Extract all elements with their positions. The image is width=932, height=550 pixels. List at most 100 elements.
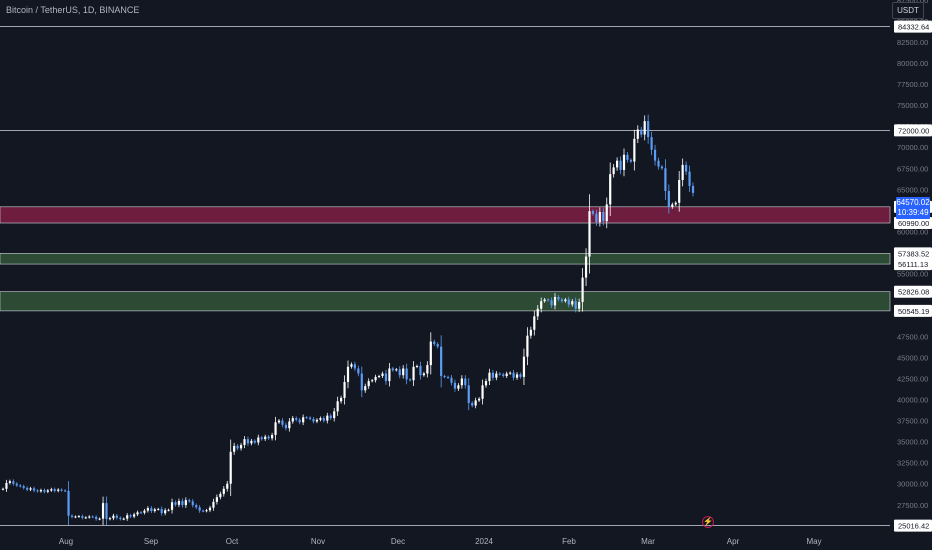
candle: [616, 160, 619, 168]
candle: [284, 424, 287, 429]
candle: [622, 154, 626, 170]
candle: [647, 121, 650, 138]
candle: [440, 346, 443, 377]
lightning-icon[interactable]: ⚡: [702, 516, 714, 528]
candle: [212, 501, 215, 508]
candle: [612, 167, 615, 175]
currency-button[interactable]: USDT: [892, 2, 924, 19]
candle: [643, 121, 646, 135]
candle: [295, 418, 298, 420]
candle: [388, 368, 391, 382]
candle: [329, 415, 332, 419]
candle: [81, 516, 84, 518]
candle: [222, 488, 225, 494]
candle: [478, 398, 481, 401]
candle: [88, 516, 91, 518]
candle: [471, 402, 474, 406]
candle: [243, 439, 246, 446]
candle: [515, 374, 519, 378]
candle: [184, 500, 187, 506]
candle: [146, 508, 149, 511]
level-label-box: [894, 124, 932, 137]
candle: [64, 490, 67, 492]
candle: [264, 436, 267, 440]
candle: [167, 509, 170, 511]
candle: [405, 368, 408, 380]
x-tick-label: 2024: [475, 537, 493, 546]
y-tick-label: 47500.00: [897, 333, 928, 342]
level-label: 25016.42: [898, 522, 929, 531]
candle: [564, 299, 567, 302]
candle: [208, 507, 212, 511]
candle: [560, 299, 563, 302]
x-tick-label: Apr: [727, 537, 740, 546]
price-axis[interactable]: [890, 0, 932, 550]
candle: [53, 489, 56, 491]
candle: [164, 510, 167, 514]
candle: [91, 516, 94, 518]
candle: [460, 378, 463, 386]
level-label-box: [894, 519, 932, 532]
candle: [219, 493, 222, 498]
candle: [657, 160, 660, 167]
candle: [377, 376, 381, 378]
candle: [43, 490, 46, 492]
y-tick-label: 37500.00: [897, 417, 928, 426]
zone-top-label: 52826.08: [898, 288, 929, 297]
y-tick-label: 32500.00: [897, 459, 928, 468]
y-tick-label: 70000.00: [897, 143, 928, 152]
candle: [533, 316, 536, 330]
candle: [626, 154, 629, 160]
candle: [191, 501, 194, 506]
y-tick-label: 42500.00: [897, 375, 928, 384]
candle: [667, 190, 670, 207]
candle: [274, 422, 277, 435]
candle: [536, 308, 539, 317]
candle: [336, 401, 339, 412]
candle: [122, 518, 125, 520]
candle: [436, 344, 439, 347]
candle: [598, 212, 601, 223]
candle: [26, 487, 29, 490]
candle: [398, 369, 401, 376]
time-axis[interactable]: [0, 530, 932, 550]
y-tick-label: 65000.00: [897, 185, 928, 194]
candle: [543, 299, 546, 302]
candle: [660, 166, 664, 169]
y-tick-label: 45000.00: [897, 354, 928, 363]
candle: [367, 381, 370, 387]
candle: [371, 380, 374, 382]
candle: [495, 373, 498, 378]
candle: [57, 489, 60, 491]
candle: [450, 377, 453, 383]
candle: [236, 445, 239, 449]
candle: [433, 341, 436, 345]
candle: [105, 503, 108, 520]
candle: [457, 385, 460, 389]
x-tick-label: Nov: [311, 537, 325, 546]
candle: [353, 364, 356, 369]
candle: [8, 481, 11, 483]
level-label: 72000.00: [898, 126, 929, 135]
x-tick-label: Oct: [226, 537, 239, 546]
candle: [226, 483, 229, 489]
zone-bottom-label: 60990.00: [898, 219, 929, 228]
zone-bottom-label: 50545.19: [898, 307, 929, 316]
candle: [74, 516, 77, 518]
level-label-box: [894, 20, 932, 33]
candle: [602, 212, 605, 222]
candle: [98, 518, 101, 520]
candle: [591, 211, 595, 214]
candle: [567, 299, 570, 305]
live-price-label: 64570.02 10:39:49: [896, 197, 930, 219]
candle: [550, 300, 553, 306]
candle: [343, 381, 346, 398]
y-tick-label: 75000.00: [897, 101, 928, 110]
symbol-title[interactable]: Bitcoin / TetherUS, 1D, BINANCE: [6, 5, 140, 15]
candle: [688, 171, 691, 186]
candle: [640, 129, 643, 135]
candle: [136, 512, 139, 515]
candle: [446, 376, 450, 378]
